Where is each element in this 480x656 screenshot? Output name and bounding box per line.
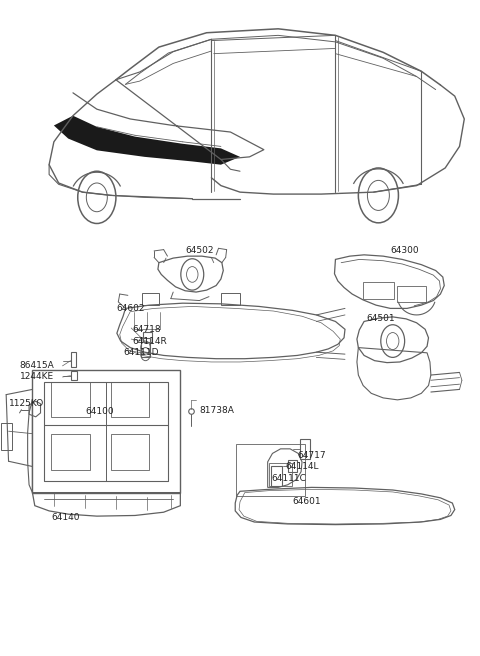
Bar (71, 371, 77, 380)
Bar (363, 282, 394, 298)
Text: 64111D: 64111D (123, 348, 158, 357)
Bar (141, 338, 150, 358)
Bar (142, 293, 159, 305)
Bar (271, 466, 281, 486)
Bar (397, 285, 426, 302)
Text: 81738A: 81738A (199, 407, 234, 415)
Polygon shape (54, 115, 240, 165)
Text: 64100: 64100 (85, 407, 114, 416)
Bar (221, 293, 240, 305)
Text: 64114R: 64114R (132, 337, 168, 346)
Bar (300, 439, 310, 459)
Text: 64717: 64717 (297, 451, 326, 460)
Text: 64601: 64601 (292, 497, 321, 506)
Text: 1244KE: 1244KE (20, 373, 54, 382)
Bar (33, 370, 180, 493)
Bar (111, 434, 149, 470)
Text: 64140: 64140 (51, 513, 80, 522)
Text: 64718: 64718 (132, 325, 161, 335)
Text: 64502: 64502 (185, 247, 214, 255)
Text: 64114L: 64114L (285, 462, 319, 471)
Text: 1125KO: 1125KO (9, 399, 44, 407)
Text: 64501: 64501 (366, 314, 395, 323)
Bar (71, 352, 76, 367)
Bar (269, 463, 292, 486)
Bar (111, 382, 149, 417)
Bar (143, 332, 152, 342)
Bar (51, 382, 90, 417)
Text: 64602: 64602 (116, 304, 144, 313)
Bar (288, 460, 297, 472)
Text: 64111C: 64111C (271, 474, 306, 483)
Bar (44, 382, 168, 481)
Bar (1, 422, 12, 450)
Bar (51, 434, 90, 470)
Text: 64300: 64300 (390, 247, 419, 255)
Text: 86415A: 86415A (20, 361, 54, 371)
Bar (236, 443, 305, 496)
